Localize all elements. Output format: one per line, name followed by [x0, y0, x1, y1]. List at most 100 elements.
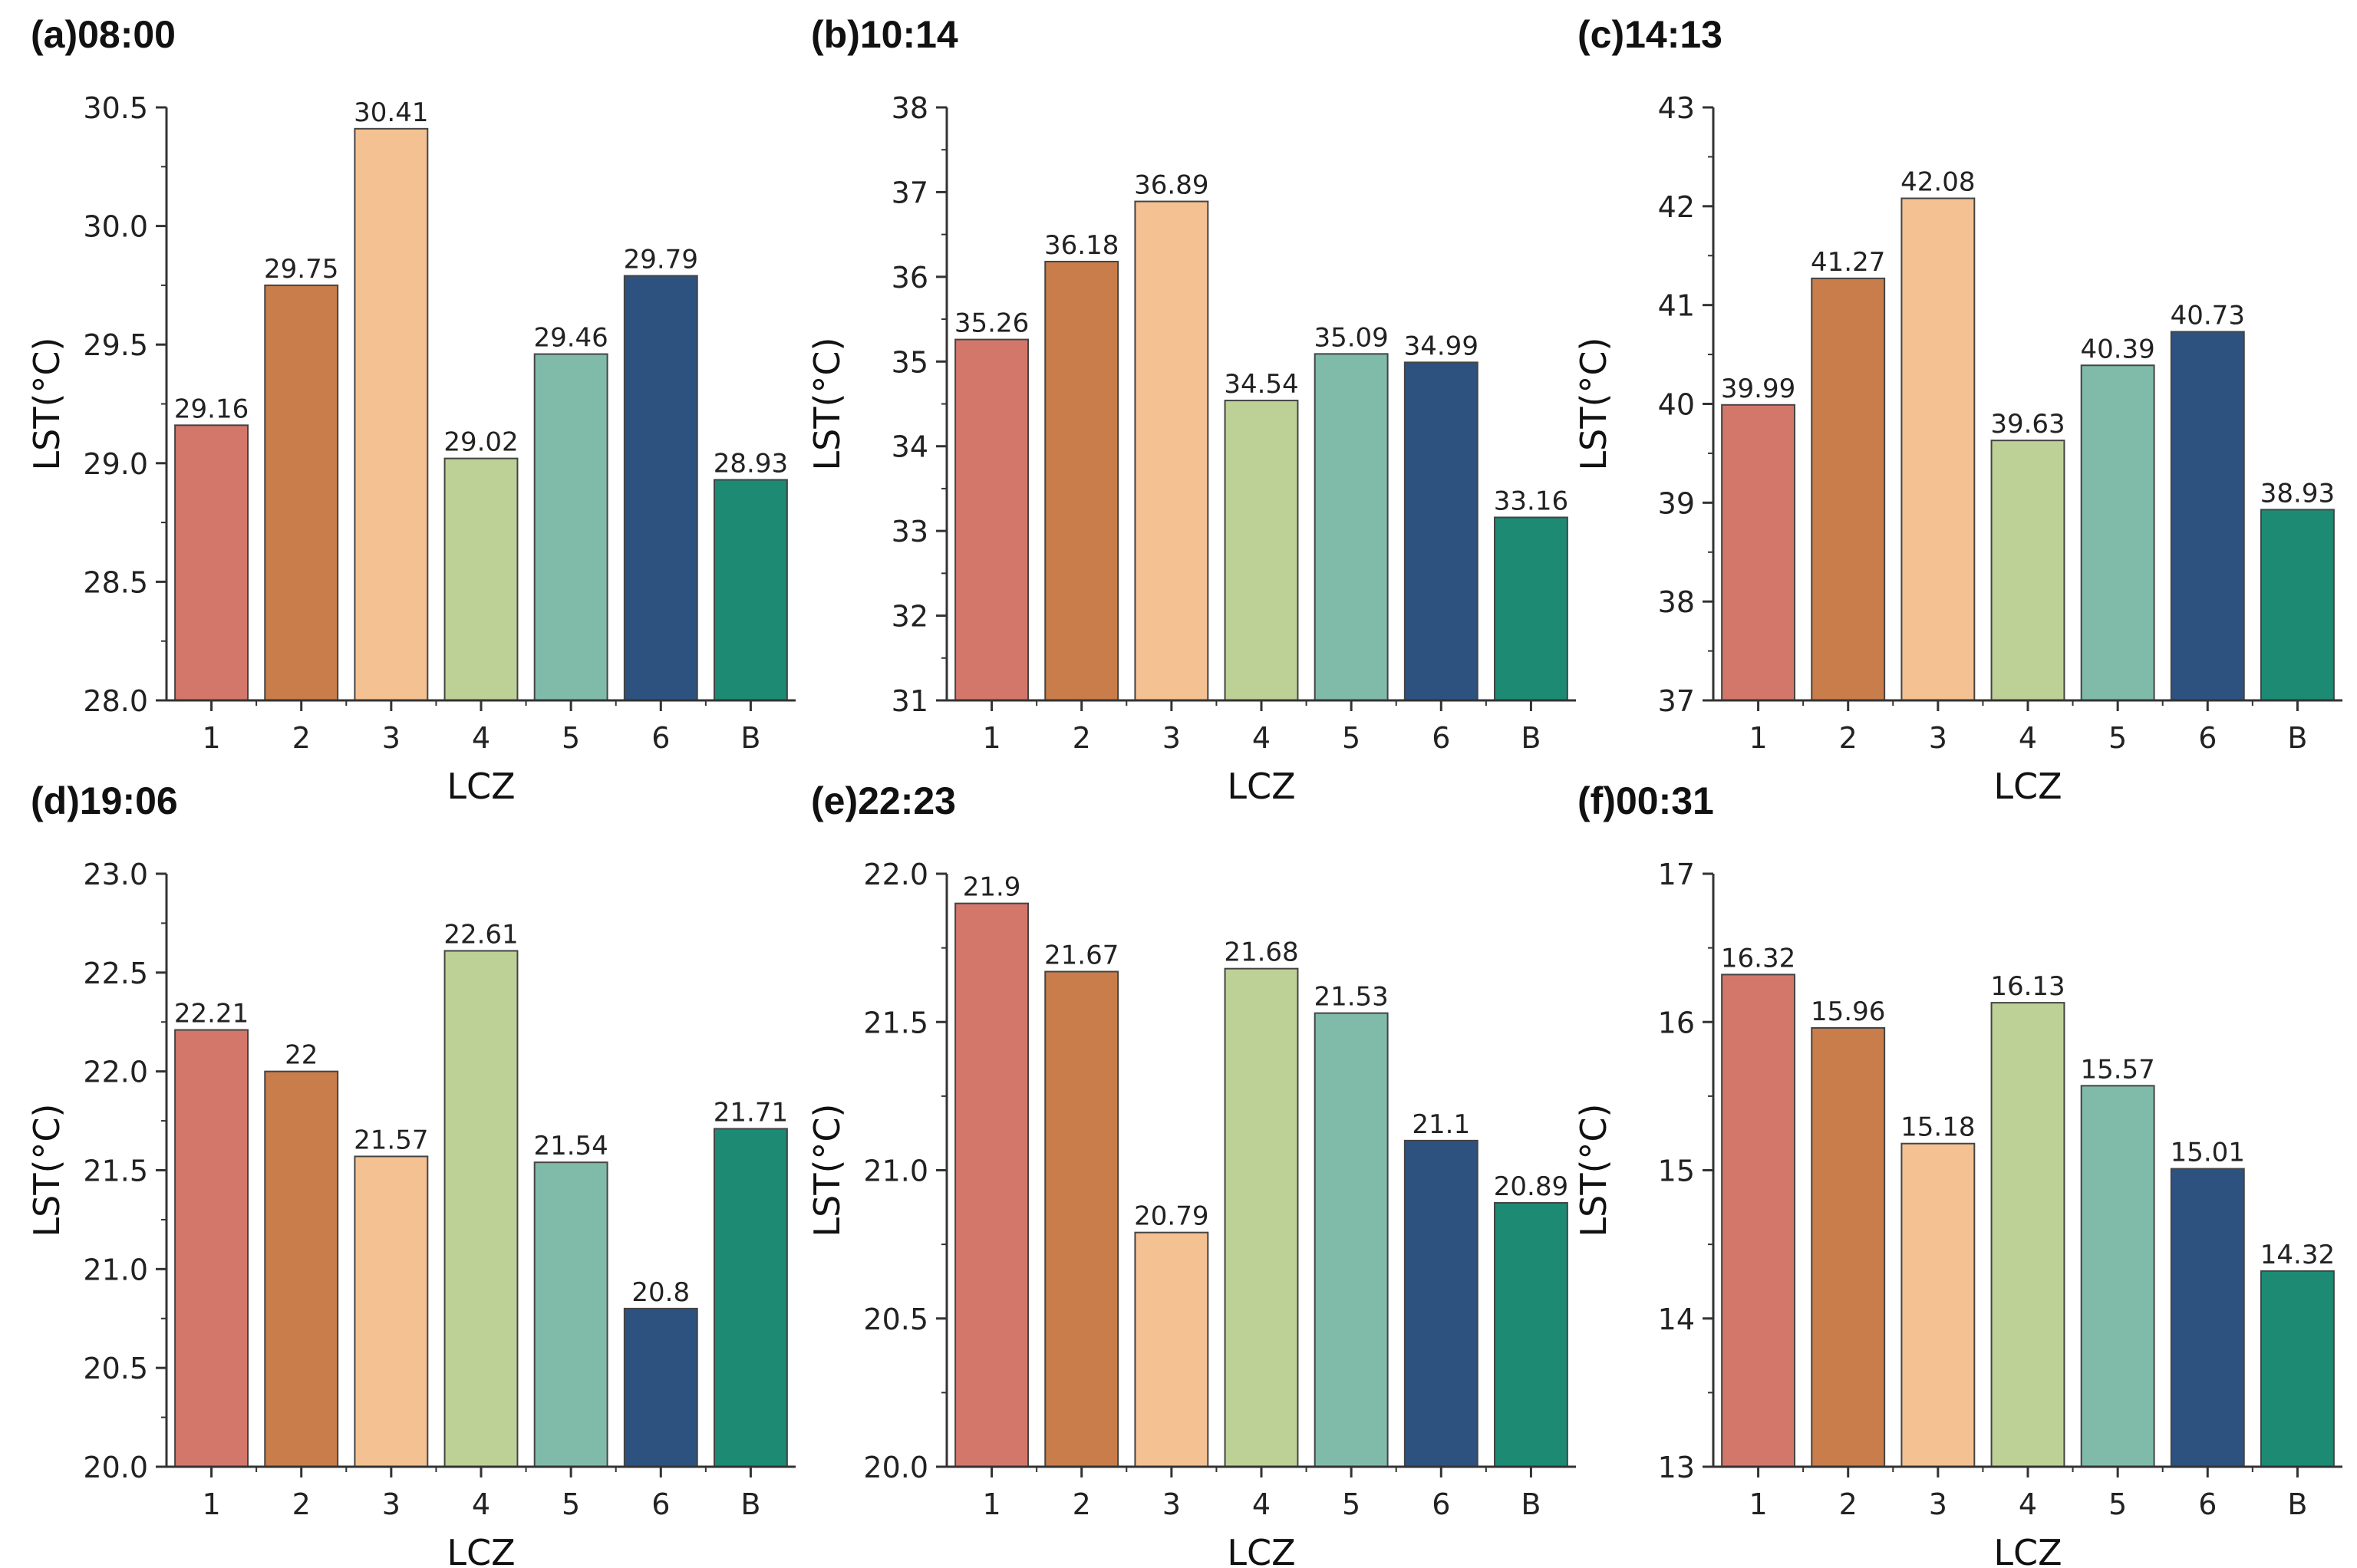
x-axis-label: LCZ	[1227, 1532, 1295, 1568]
x-tick-label: 4	[1252, 721, 1271, 755]
data-label: 21.9	[963, 872, 1021, 903]
data-label: 21.1	[1412, 1109, 1470, 1140]
data-label: 20.89	[1494, 1171, 1568, 1202]
bar-lcz-1	[174, 1029, 249, 1468]
x-tick-label: 6	[2198, 1487, 2217, 1521]
x-tick-label: B	[1521, 1487, 1541, 1521]
x-tick-label: 4	[472, 1487, 490, 1521]
x-tick-label: 5	[562, 721, 580, 755]
bar-lcz-2	[264, 1070, 339, 1468]
bar-lcz-4	[1990, 440, 2065, 701]
y-tick-label: 34	[892, 430, 928, 464]
bar-lcz-4	[1224, 400, 1299, 702]
bar-lcz-5	[1314, 353, 1389, 701]
data-label: 16.13	[1990, 971, 2065, 1002]
bar-lcz-5	[533, 1161, 608, 1468]
data-label: 29.75	[264, 254, 338, 285]
x-tick-label: 3	[1929, 721, 1947, 755]
data-label: 36.18	[1044, 230, 1119, 261]
panel-title: (d)19:06	[31, 779, 178, 822]
bar-lcz-6	[623, 1307, 698, 1468]
bar-lcz-3	[1900, 1142, 1976, 1468]
x-tick-label: 2	[292, 1487, 311, 1521]
y-tick-label: 36	[892, 261, 928, 295]
y-tick-label: 29.5	[83, 328, 148, 362]
data-label: 41.27	[1811, 247, 1885, 278]
bar-lcz-4	[1990, 1002, 2065, 1468]
y-tick-label: 21.0	[863, 1155, 928, 1188]
y-tick-label: 20.5	[863, 1303, 928, 1336]
bar-lcz-3	[1134, 1231, 1209, 1468]
x-tick-label: 2	[1839, 1487, 1858, 1521]
panel-title: (a)08:00	[31, 13, 176, 56]
bar-lcz-1	[1721, 973, 1796, 1468]
x-tick-label: 5	[1342, 721, 1360, 755]
y-tick-label: 21.5	[863, 1006, 928, 1039]
x-tick-label: 1	[1749, 1487, 1767, 1521]
x-tick-label: 1	[982, 1487, 1000, 1521]
bar-lcz-6	[623, 275, 698, 702]
x-axis-label: LCZ	[1993, 766, 2062, 807]
x-tick-label: 1	[982, 721, 1000, 755]
y-axis-label: LST(°C)	[26, 1104, 68, 1237]
y-tick-label: 37	[892, 176, 928, 209]
data-label: 42.08	[1900, 167, 1975, 198]
bar-lcz-5	[2080, 364, 2155, 701]
data-label: 22.61	[443, 919, 518, 950]
y-tick-label: 42	[1658, 190, 1695, 224]
bar-lcz-1	[954, 902, 1030, 1468]
x-tick-label: 5	[2108, 1487, 2127, 1521]
bar-lcz-2	[1044, 970, 1119, 1468]
panel-b: (b)10:14 35.26 1 36.18 2 36.89 3 34.54 4 35.09 5 34…	[806, 13, 1576, 807]
x-axis-label: LCZ	[447, 1532, 515, 1568]
x-tick-label: B	[2287, 1487, 2307, 1521]
x-tick-label: 5	[1342, 1487, 1360, 1521]
bar-lcz-B	[2260, 509, 2335, 702]
data-label: 16.32	[1721, 943, 1795, 973]
data-label: 34.54	[1224, 369, 1298, 400]
x-tick-label: 1	[1749, 721, 1767, 755]
x-tick-label: 4	[1252, 1487, 1271, 1521]
data-label: 29.02	[443, 427, 518, 458]
bar-lcz-5	[2080, 1085, 2155, 1468]
y-tick-label: 29.0	[83, 447, 148, 481]
x-tick-label: 6	[1432, 1487, 1450, 1521]
y-tick-label: 23.0	[83, 858, 148, 891]
data-label: 21.57	[354, 1125, 428, 1155]
x-tick-label: 4	[2019, 1487, 2037, 1521]
x-tick-label: 3	[382, 1487, 401, 1521]
y-tick-label: 33	[892, 515, 928, 548]
y-tick-label: 15	[1658, 1155, 1695, 1188]
bar-lcz-1	[174, 424, 249, 701]
bar-lcz-3	[1900, 197, 1976, 701]
x-tick-label: 6	[2198, 721, 2217, 755]
data-label: 29.16	[174, 394, 249, 424]
panel-c: (c)14:13 39.99 1 41.27 2 42.08 3 39.63 4 40.39 5 40…	[1573, 13, 2342, 807]
x-tick-label: 6	[651, 721, 670, 755]
bar-lcz-2	[264, 284, 339, 701]
x-tick-label: 2	[1073, 721, 1091, 755]
y-axis-label: LST(°C)	[26, 338, 68, 471]
y-tick-label: 32	[892, 600, 928, 634]
data-label: 15.96	[1811, 996, 1885, 1027]
data-label: 40.73	[2171, 300, 2245, 331]
panel-d: (d)19:0622.21122221.57322.61421.54520.86…	[26, 779, 796, 1568]
data-label: 29.46	[533, 323, 608, 354]
bar-lcz-B	[1493, 1202, 1568, 1468]
y-tick-label: 20.0	[863, 1451, 928, 1484]
bar-lcz-5	[1314, 1012, 1389, 1468]
panel-title: (c)14:13	[1577, 13, 1722, 56]
bar-lcz-B	[713, 479, 788, 701]
bar-lcz-2	[1044, 260, 1119, 702]
y-tick-label: 37	[1658, 684, 1695, 718]
panel-title: (e)22:23	[811, 779, 956, 822]
data-label: 33.16	[1494, 486, 1568, 516]
panel-f: (f)00:31 16.32 1 15.96 2 15.18 3 16.13 4 15.57 5 15…	[1573, 779, 2342, 1568]
data-label: 35.26	[954, 308, 1029, 339]
data-label: 20.8	[631, 1277, 690, 1308]
x-tick-label: 3	[1162, 721, 1181, 755]
data-label: 38.93	[2260, 478, 2335, 509]
bar-lcz-2	[1811, 277, 1886, 701]
x-tick-label: 1	[202, 1487, 220, 1521]
x-tick-label: 5	[562, 1487, 580, 1521]
